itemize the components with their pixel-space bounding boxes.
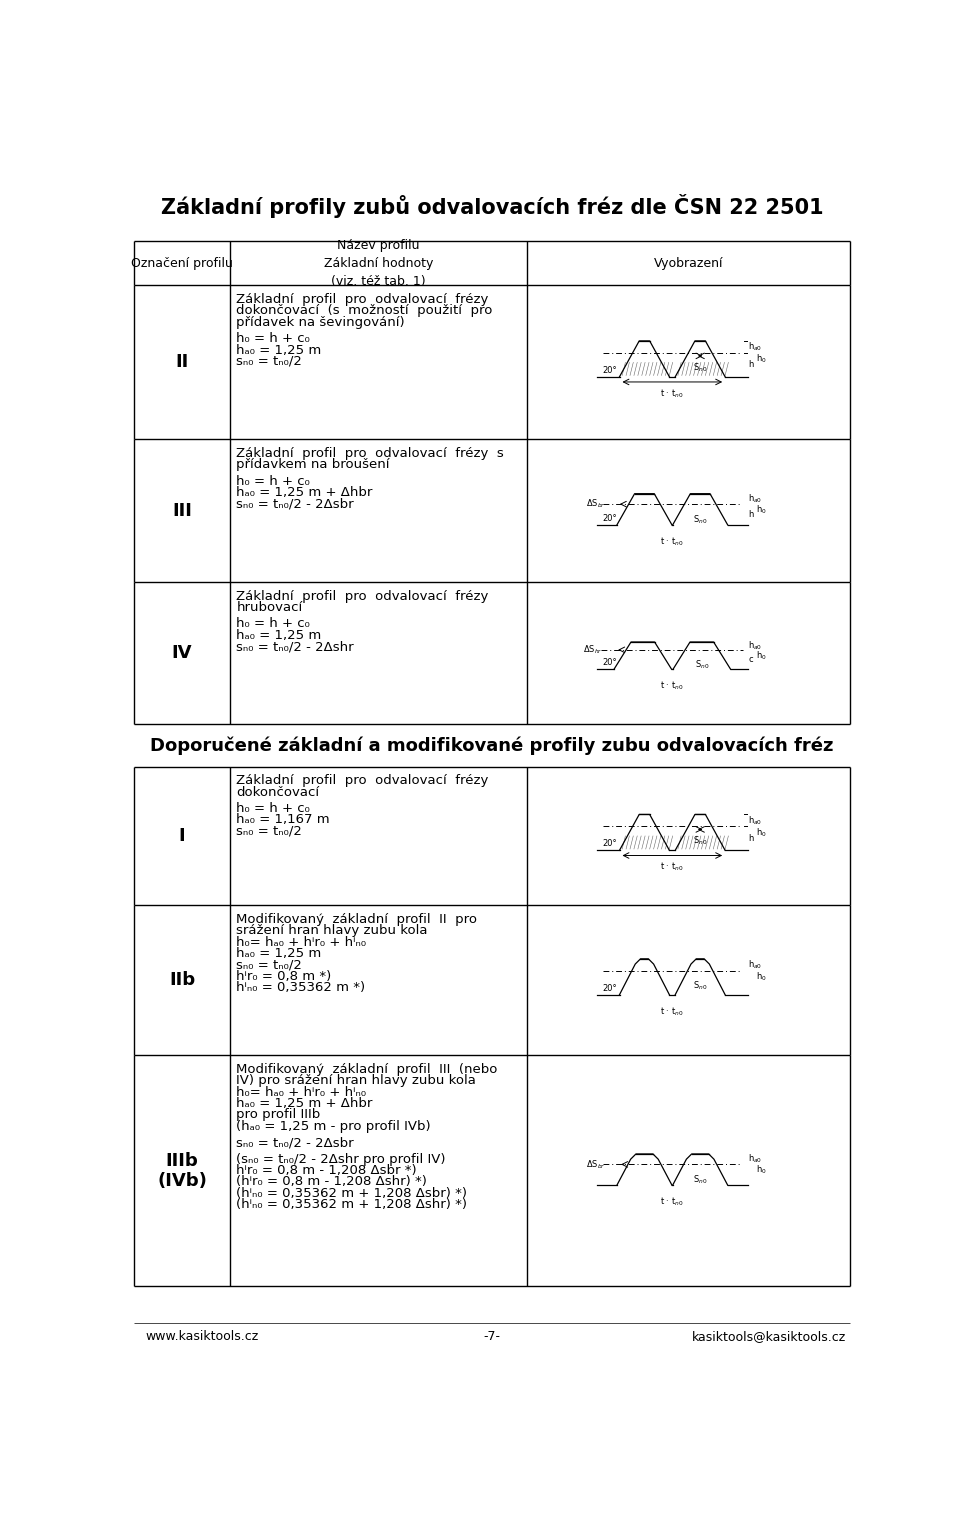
- Text: h₀ = h + c₀: h₀ = h + c₀: [236, 332, 310, 345]
- Text: h₀ = h + c₀: h₀ = h + c₀: [236, 474, 310, 488]
- Text: hₐ₀ = 1,25 m + Δhbr: hₐ₀ = 1,25 m + Δhbr: [236, 1096, 372, 1110]
- Text: ΔS$_{hr}$: ΔS$_{hr}$: [583, 644, 602, 656]
- Text: IIb: IIb: [169, 971, 195, 990]
- Text: dokončovací: dokončovací: [236, 785, 320, 799]
- Text: III: III: [172, 502, 192, 520]
- Text: přídavkem na broušení: přídavkem na broušení: [236, 459, 390, 471]
- Text: S$_{n0}$: S$_{n0}$: [693, 834, 708, 848]
- Text: Název profilu
Základní hodnoty
(viz. též tab. 1): Název profilu Základní hodnoty (viz. též…: [324, 238, 433, 288]
- Text: hⁱr₀ = 0,8 m *): hⁱr₀ = 0,8 m *): [236, 970, 331, 982]
- Text: Vyobrazení: Vyobrazení: [654, 256, 723, 270]
- Text: t · t$_{n0}$: t · t$_{n0}$: [660, 860, 684, 874]
- Text: Základní  profil  pro  odvalovací  frézy: Základní profil pro odvalovací frézy: [236, 590, 489, 602]
- Text: h: h: [749, 360, 754, 369]
- Text: (hⁱₙ₀ = 0,35362 m + 1,208 Δshr) *): (hⁱₙ₀ = 0,35362 m + 1,208 Δshr) *): [236, 1199, 468, 1211]
- Text: h$_0$: h$_0$: [756, 827, 767, 839]
- Text: h$_0$: h$_0$: [756, 650, 767, 662]
- Text: IV: IV: [172, 644, 192, 662]
- Text: h₀ = h + c₀: h₀ = h + c₀: [236, 618, 310, 630]
- Text: sₙ₀ = tₙ₀/2 - 2Δsbr: sₙ₀ = tₙ₀/2 - 2Δsbr: [236, 1136, 354, 1150]
- Text: h$_0$: h$_0$: [756, 1164, 767, 1176]
- Text: h₀= hₐ₀ + hⁱr₀ + hⁱₙ₀: h₀= hₐ₀ + hⁱr₀ + hⁱₙ₀: [236, 936, 367, 949]
- Text: IIIb
(IVb): IIIb (IVb): [157, 1151, 207, 1191]
- Text: dokončovací  (s  možností  použití  pro: dokončovací (s možností použití pro: [236, 305, 492, 317]
- Text: hₐ₀ = 1,25 m: hₐ₀ = 1,25 m: [236, 628, 322, 642]
- Text: přídavek na ševingování): přídavek na ševingování): [236, 316, 405, 329]
- Text: 20°: 20°: [603, 366, 617, 375]
- Text: (hₐ₀ = 1,25 m - pro profil IVb): (hₐ₀ = 1,25 m - pro profil IVb): [236, 1119, 431, 1133]
- Text: hⁱr₀ = 0,8 m - 1,208 Δsbr *): hⁱr₀ = 0,8 m - 1,208 Δsbr *): [236, 1164, 417, 1177]
- Text: Modifikovaný  základní  profil  II  pro: Modifikovaný základní profil II pro: [236, 913, 477, 926]
- Text: hₐ₀ = 1,25 m + Δhbr: hₐ₀ = 1,25 m + Δhbr: [236, 486, 372, 499]
- Text: hₐ₀ = 1,25 m: hₐ₀ = 1,25 m: [236, 947, 322, 959]
- Text: hₐ₀ = 1,25 m: hₐ₀ = 1,25 m: [236, 343, 322, 357]
- Text: h$_0$: h$_0$: [756, 970, 767, 984]
- Text: Modifikovaný  základní  profil  III  (nebo: Modifikovaný základní profil III (nebo: [236, 1063, 497, 1077]
- Text: IV) pro srážení hran hlavy zubu kola: IV) pro srážení hran hlavy zubu kola: [236, 1075, 476, 1087]
- Text: h$_0$: h$_0$: [756, 503, 767, 515]
- Text: kasiktools@kasiktools.cz: kasiktools@kasiktools.cz: [692, 1330, 846, 1344]
- Text: S$_{n0}$: S$_{n0}$: [693, 979, 708, 993]
- Text: t · t$_{n0}$: t · t$_{n0}$: [660, 535, 684, 547]
- Text: www.kasiktools.cz: www.kasiktools.cz: [146, 1330, 259, 1344]
- Text: hrubovací: hrubovací: [236, 601, 302, 615]
- Text: II: II: [176, 354, 188, 372]
- Text: Označení profilu: Označení profilu: [132, 256, 233, 270]
- Text: (hⁱₙ₀ = 0,35362 m + 1,208 Δsbr) *): (hⁱₙ₀ = 0,35362 m + 1,208 Δsbr) *): [236, 1186, 468, 1200]
- Text: 20°: 20°: [603, 839, 617, 848]
- Text: sₙ₀ = tₙ₀/2: sₙ₀ = tₙ₀/2: [236, 958, 302, 971]
- Text: I: I: [179, 827, 185, 845]
- Text: t · t$_{n0}$: t · t$_{n0}$: [660, 1196, 684, 1208]
- Text: c: c: [749, 656, 753, 663]
- Text: S$_{n0}$: S$_{n0}$: [693, 514, 708, 526]
- Text: h$_{a0}$: h$_{a0}$: [749, 1153, 762, 1165]
- Text: sₙ₀ = tₙ₀/2 - 2Δsbr: sₙ₀ = tₙ₀/2 - 2Δsbr: [236, 497, 354, 511]
- Text: ΔS$_{br}$: ΔS$_{br}$: [586, 1157, 605, 1171]
- Text: 20°: 20°: [603, 659, 617, 668]
- Text: h: h: [749, 509, 754, 518]
- Text: ΔS$_{br}$: ΔS$_{br}$: [586, 497, 605, 511]
- Text: pro profil IIIb: pro profil IIIb: [236, 1109, 321, 1121]
- Text: t · t$_{n0}$: t · t$_{n0}$: [660, 387, 684, 400]
- Text: hₐ₀ = 1,167 m: hₐ₀ = 1,167 m: [236, 813, 330, 827]
- Text: Doporučené základní a modifikované profily zubu odvalovacích fréz: Doporučené základní a modifikované profi…: [151, 737, 833, 755]
- Text: h$_0$: h$_0$: [756, 352, 767, 364]
- Text: S$_{n0}$: S$_{n0}$: [695, 659, 709, 671]
- Text: S$_{n0}$: S$_{n0}$: [693, 361, 708, 374]
- Text: h$_{a0}$: h$_{a0}$: [749, 340, 762, 352]
- Text: Základní  profil  pro  odvalovací  frézy: Základní profil pro odvalovací frézy: [236, 775, 489, 787]
- Text: sₙ₀ = tₙ₀/2: sₙ₀ = tₙ₀/2: [236, 825, 302, 837]
- Text: (sₙ₀ = tₙ₀/2 - 2Δshr pro profil IV): (sₙ₀ = tₙ₀/2 - 2Δshr pro profil IV): [236, 1153, 445, 1165]
- Text: sₙ₀ = tₙ₀/2: sₙ₀ = tₙ₀/2: [236, 355, 302, 368]
- Text: 20°: 20°: [603, 984, 617, 993]
- Text: h: h: [749, 834, 754, 843]
- Text: h₀ = h + c₀: h₀ = h + c₀: [236, 802, 310, 816]
- Text: Základní  profil  pro  odvalovací  frézy: Základní profil pro odvalovací frézy: [236, 293, 489, 307]
- Text: t · t$_{n0}$: t · t$_{n0}$: [660, 1005, 684, 1017]
- Text: S$_{n0}$: S$_{n0}$: [693, 1174, 708, 1186]
- Text: sₙ₀ = tₙ₀/2 - 2Δshr: sₙ₀ = tₙ₀/2 - 2Δshr: [236, 640, 354, 653]
- Text: t · t$_{n0}$: t · t$_{n0}$: [660, 680, 684, 692]
- Text: h$_{a0}$: h$_{a0}$: [749, 814, 762, 827]
- Text: h$_{a0}$: h$_{a0}$: [749, 493, 762, 505]
- Text: h$_{a0}$: h$_{a0}$: [749, 639, 762, 653]
- Text: (hⁱr₀ = 0,8 m - 1,208 Δshr) *): (hⁱr₀ = 0,8 m - 1,208 Δshr) *): [236, 1176, 427, 1188]
- Text: h$_{a0}$: h$_{a0}$: [749, 958, 762, 971]
- Text: Základní  profil  pro  odvalovací  frézy  s: Základní profil pro odvalovací frézy s: [236, 447, 504, 461]
- Text: -7-: -7-: [484, 1330, 500, 1344]
- Text: h₀= hₐ₀ + hⁱr₀ + hⁱₙ₀: h₀= hₐ₀ + hⁱr₀ + hⁱₙ₀: [236, 1086, 367, 1100]
- Text: Základní profily zubů odvalovacích fréz dle ČSN 22 2501: Základní profily zubů odvalovacích fréz …: [160, 194, 824, 218]
- Text: 20°: 20°: [603, 514, 617, 523]
- Text: srážení hran hlavy zubu kola: srážení hran hlavy zubu kola: [236, 924, 428, 938]
- Text: hⁱₙ₀ = 0,35362 m *): hⁱₙ₀ = 0,35362 m *): [236, 981, 366, 994]
